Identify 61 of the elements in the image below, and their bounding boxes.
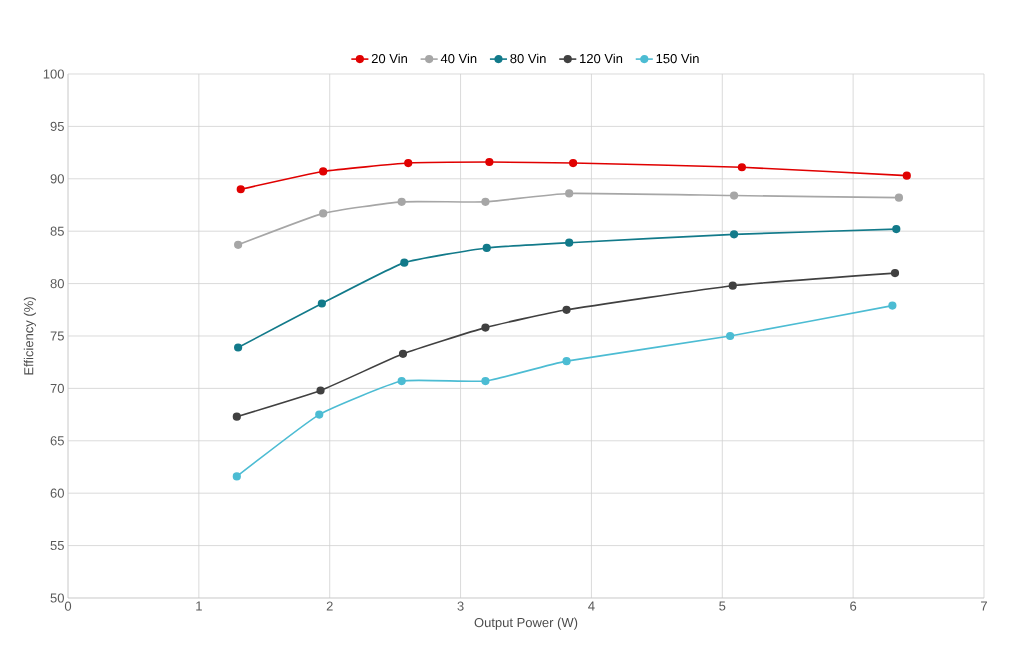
point [481,323,490,332]
y-tick-label: 95 [50,121,64,131]
x-tick-label: 7 [981,601,987,611]
x-tick-label: 3 [457,601,464,611]
point [562,357,571,366]
point [737,163,747,172]
y-tick-label: 70 [50,383,64,393]
point [319,167,328,176]
point [894,193,904,202]
point [317,299,326,308]
point [562,305,571,314]
y-tick-label: 85 [50,226,64,236]
point [316,386,325,395]
point [729,230,739,239]
legend-label: 20 Vin [371,53,407,64]
legend-label: 80 Vin [510,53,546,64]
point [236,185,245,194]
x-axis-title: Output Power (W) [474,617,578,630]
y-tick-label: 75 [50,331,64,341]
y-tick-label: 100 [43,69,64,79]
point [315,410,324,419]
point [397,197,406,206]
point [319,209,328,218]
y-tick-label: 50 [50,593,64,603]
point [485,157,494,167]
point [729,191,739,200]
point [481,197,490,206]
y-tick-label: 90 [50,174,64,184]
y-tick-label: 55 [50,541,64,551]
x-tick-label: 6 [850,601,857,611]
point [565,238,574,247]
point [902,171,911,180]
point [565,189,574,198]
point [234,240,243,249]
x-tick-label: 2 [326,601,333,611]
point [888,301,897,310]
point [481,376,490,386]
point [397,376,406,386]
point [398,349,408,358]
x-tick-label: 5 [719,601,726,611]
y-tick-label: 60 [50,488,64,498]
point [404,158,413,168]
point [569,158,578,168]
point [892,225,901,234]
legend-label: 40 Vin [440,53,477,64]
point [890,269,900,278]
x-tick-label: 4 [588,601,595,611]
point [482,243,491,253]
point [232,412,241,421]
x-tick-label: 1 [196,601,202,611]
point [234,343,243,352]
point [400,258,409,267]
point [726,331,735,341]
y-tick-label: 80 [50,278,64,289]
legend-label: 150 Vin [656,53,699,64]
point [232,472,241,481]
y-axis-title: Efficiency (%) [23,297,36,375]
point [728,281,737,290]
x-tick-label: 0 [64,601,72,611]
y-tick-label: 65 [50,436,64,446]
legend-label: 120 Vin [580,53,623,64]
